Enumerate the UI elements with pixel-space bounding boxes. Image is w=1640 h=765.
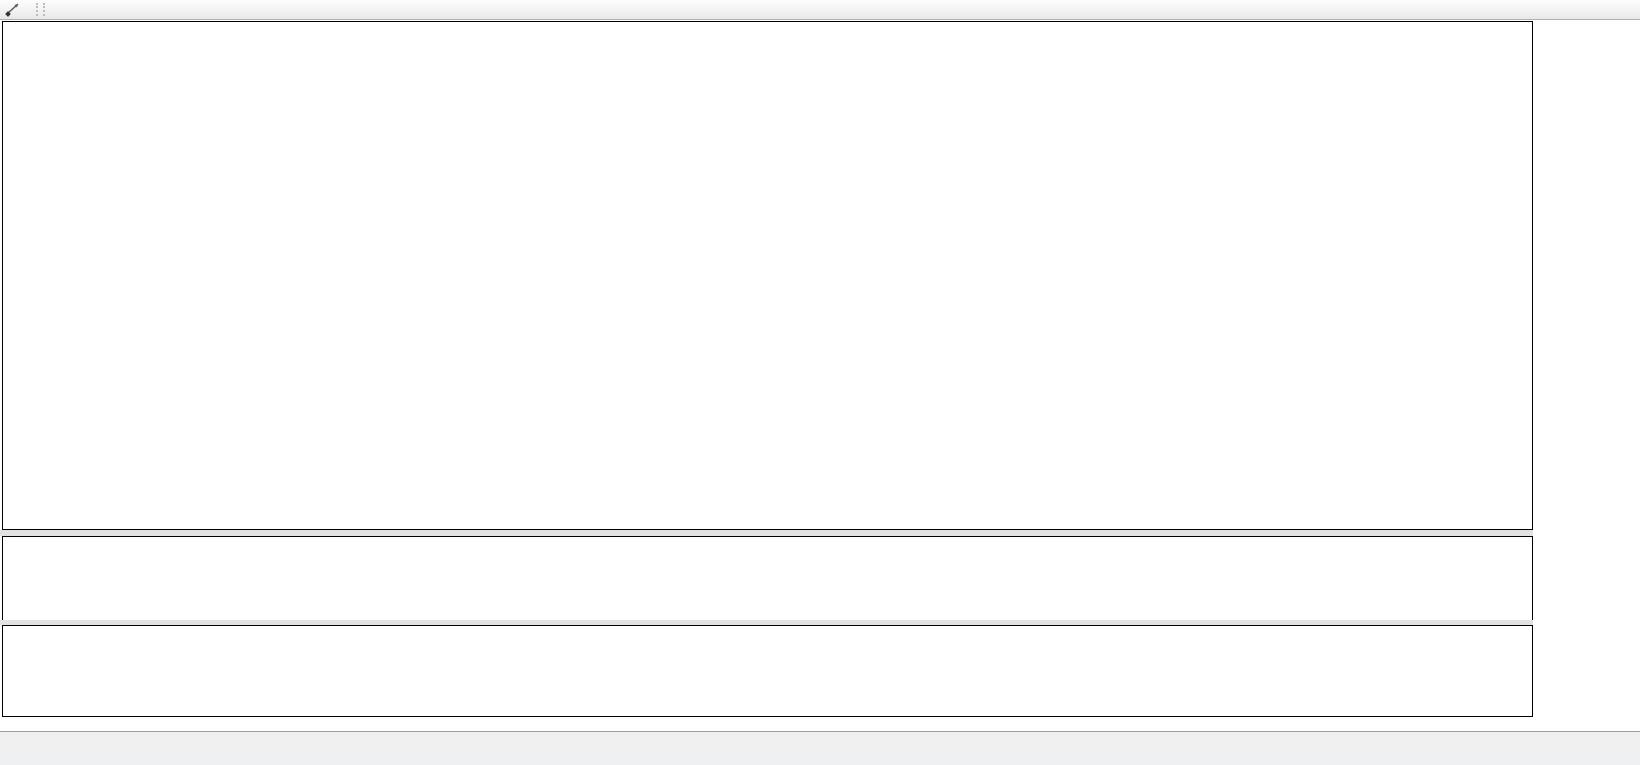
rsi-pane[interactable]	[2, 536, 1533, 621]
pane-splitter[interactable]	[0, 530, 1533, 536]
status-strip	[0, 753, 1640, 765]
chart-tab-bar	[0, 731, 1640, 754]
toolbar	[0, 0, 1640, 20]
main-chart-pane[interactable]	[2, 21, 1533, 530]
macd-pane[interactable]	[2, 625, 1533, 717]
toolbar-grip	[36, 3, 45, 16]
trendline-cursor-icon[interactable]	[4, 2, 22, 17]
pane-splitter[interactable]	[0, 620, 1533, 625]
